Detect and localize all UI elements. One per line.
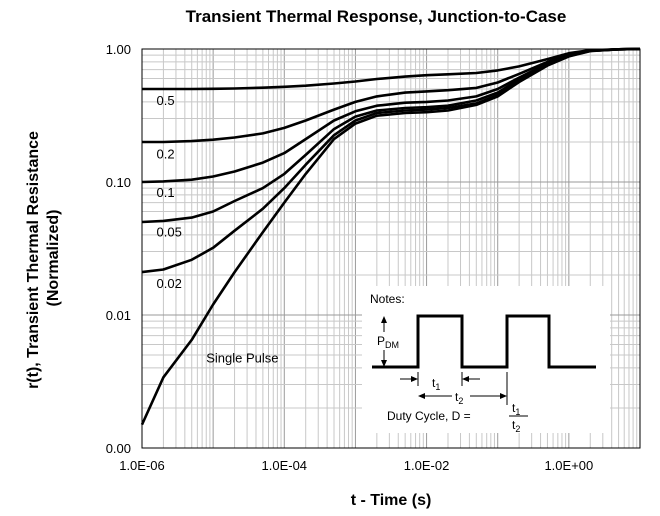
- t1-arrow-head-left: [411, 376, 418, 382]
- notes-inset: Notes: PDM t1 t2 Duty Cycle, D = t1 t2: [362, 286, 610, 434]
- x-tick-label-2: 1.0E-02: [404, 458, 450, 473]
- x-axis-label: t - Time (s): [351, 492, 432, 509]
- series-label-0: 0.5: [157, 93, 175, 108]
- y-axis-ticks: 0.00 0.01 0.10 1.00: [106, 42, 131, 456]
- series-line-0: [142, 47, 641, 91]
- y-tick-label-3: 1.00: [106, 42, 131, 57]
- pulse-waveform: [372, 314, 596, 369]
- plot-frame: [141, 48, 641, 449]
- series-label-4: 0.02: [157, 276, 182, 291]
- pdm-arrow-head-up: [381, 316, 387, 323]
- series-label-1: 0.2: [157, 147, 175, 162]
- series-label-3: 0.05: [157, 224, 182, 239]
- x-tick-label-0: 1.0E-06: [119, 458, 165, 473]
- series-group: [140, 47, 641, 426]
- series-line-5: [140, 47, 641, 426]
- t2-label: t2: [455, 390, 463, 406]
- pdm-label: PDM: [377, 334, 399, 350]
- chart-title: Transient Thermal Response, Junction-to-…: [186, 7, 567, 26]
- notes-box: [362, 286, 610, 433]
- y-axis-label-line1: r(t), Transient Thermal Resistance: [25, 131, 42, 389]
- t2-arrow-head-right: [500, 393, 507, 399]
- duty-fraction-denominator: t2: [512, 418, 520, 434]
- duty-cycle-text: Duty Cycle, D =: [387, 409, 471, 423]
- x-axis-ticks: 1.0E-06 1.0E-04 1.0E-02 1.0E+00: [119, 458, 593, 473]
- x-tick-label-1: 1.0E-04: [262, 458, 308, 473]
- t2-arrow-head-left: [418, 393, 425, 399]
- y-tick-label-2: 0.10: [106, 175, 131, 190]
- t2-label-bg: [452, 389, 470, 405]
- x-tick-label-3: 1.0E+00: [544, 458, 593, 473]
- t1-arrow-head-right: [462, 376, 469, 382]
- duty-fraction-numerator: t1: [512, 401, 520, 417]
- y-tick-label-1: 0.01: [106, 308, 131, 323]
- pdm-label-bg: [375, 332, 413, 350]
- series-label-2: 0.1: [157, 185, 175, 200]
- notes-title: Notes:: [370, 292, 405, 306]
- series-label-5: Single Pulse: [206, 350, 278, 365]
- y-axis-label-line2: (Normalized): [45, 210, 62, 307]
- y-tick-label-0: 0.00: [106, 441, 131, 456]
- series-labels: 0.5 0.2 0.1 0.05 0.02 Single Pulse: [157, 93, 279, 366]
- t1-label: t1: [432, 376, 440, 392]
- pdm-arrow-head-down: [381, 360, 387, 367]
